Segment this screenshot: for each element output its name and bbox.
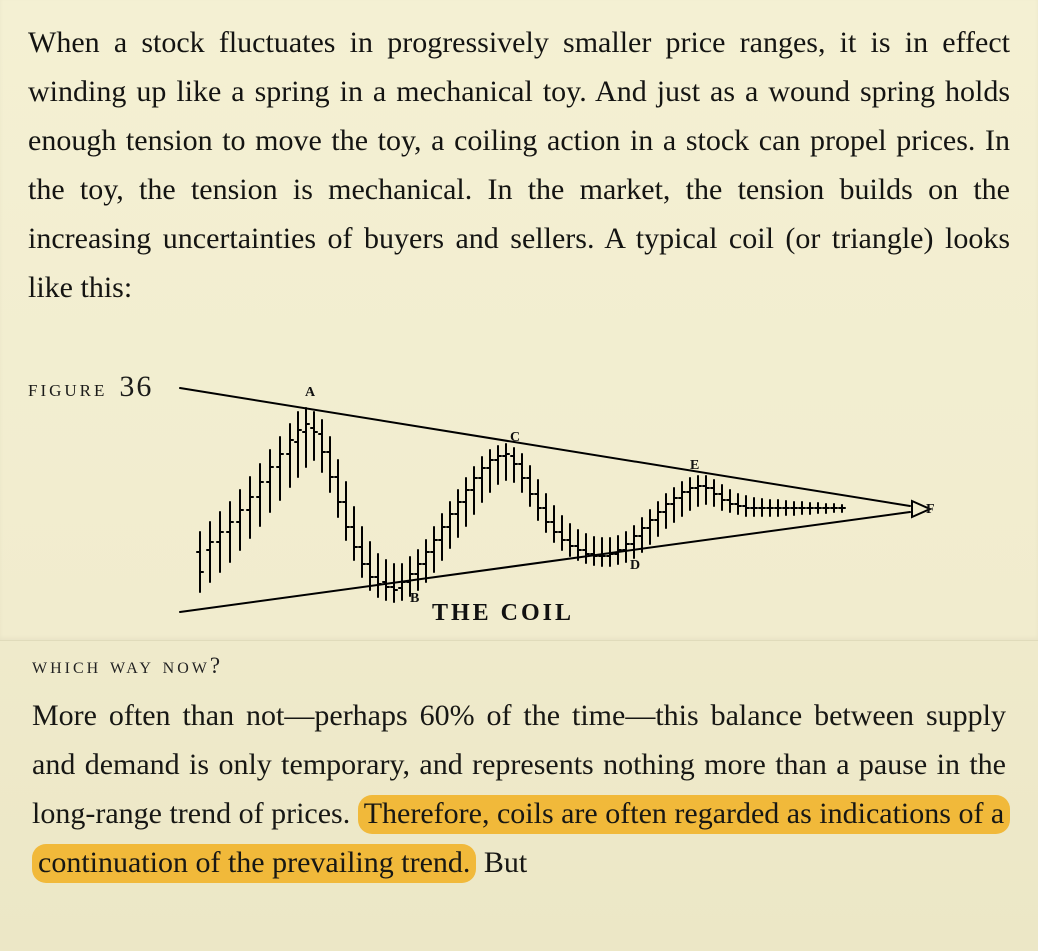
point-label-c: C — [510, 430, 520, 445]
para2-after: But — [476, 846, 527, 879]
figure-caption: THE COIL — [432, 600, 574, 627]
point-label-d: D — [630, 558, 640, 573]
upper-panel: When a stock fluctuates in progressively… — [0, 0, 1038, 640]
point-label-a: A — [305, 385, 316, 400]
page: When a stock fluctuates in progressively… — [0, 0, 1038, 950]
subheading: which way now? — [32, 653, 223, 679]
figure-label-word: figure — [28, 376, 107, 402]
coil-svg: A B C D E F — [120, 382, 940, 632]
point-label-e: E — [690, 458, 699, 473]
paragraph-1: When a stock fluctuates in progressively… — [28, 18, 1010, 312]
point-label-b: B — [410, 591, 419, 606]
lower-panel: which way now? More often than not—perha… — [0, 640, 1038, 951]
coil-chart: A B C D E F — [120, 382, 940, 632]
point-label-f: F — [926, 502, 935, 517]
paragraph-2: More often than not—perhaps 60% of the t… — [32, 691, 1006, 887]
